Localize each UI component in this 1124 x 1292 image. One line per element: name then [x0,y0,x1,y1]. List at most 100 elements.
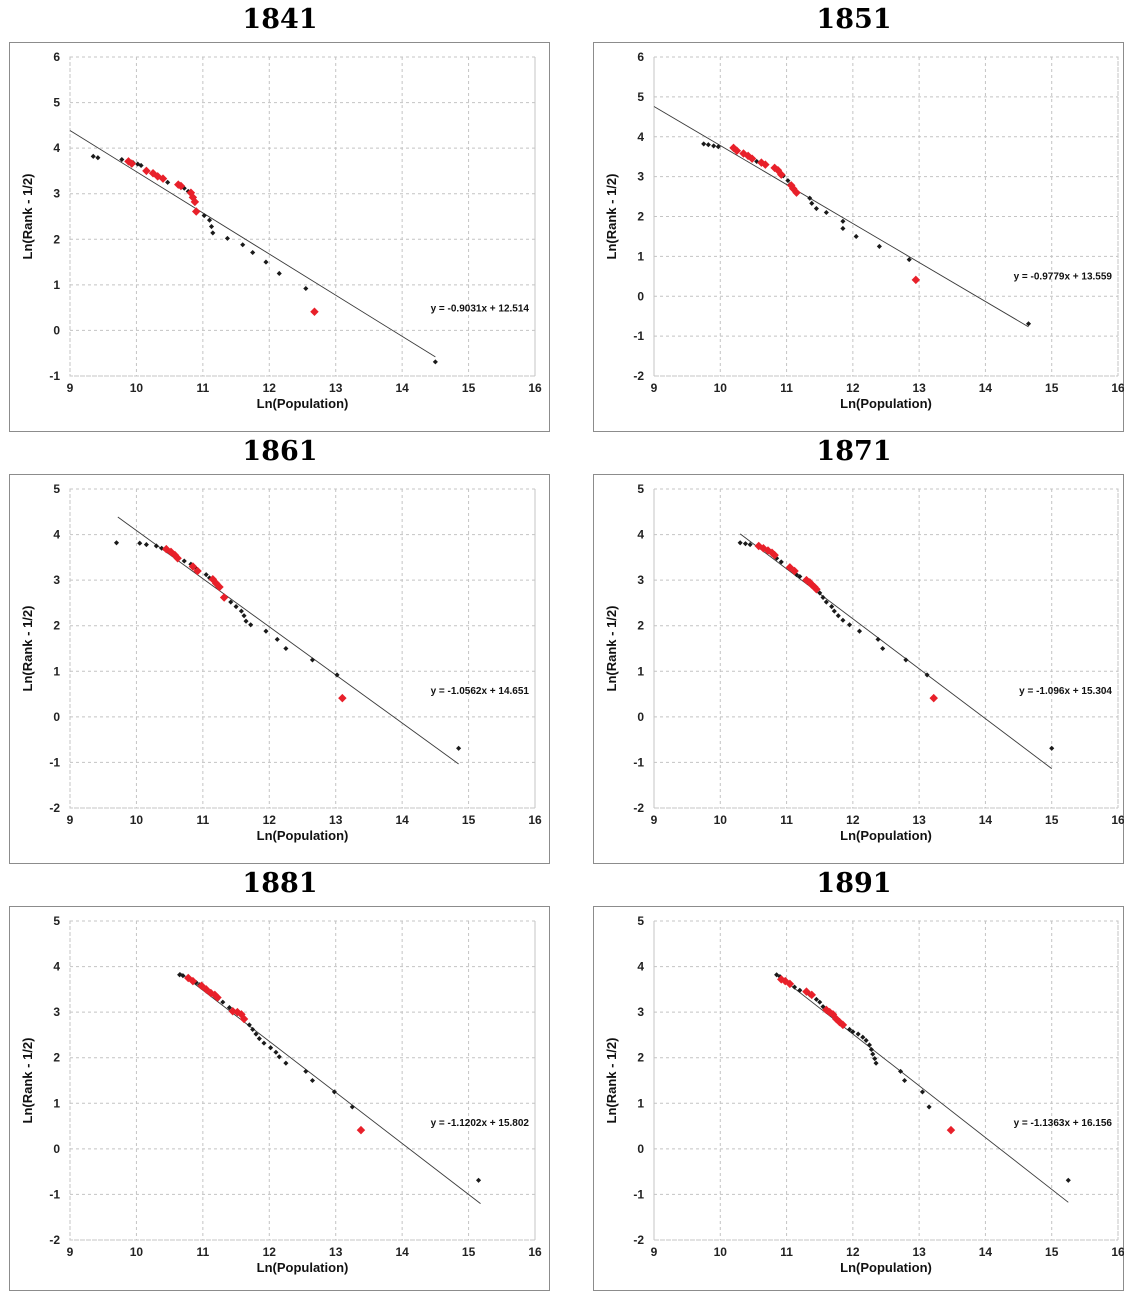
chart-title: 1841 [242,4,318,35]
chart-frame: 9 10 11 12 13 14 15 16 -2 -1 0 1 2 3 4 5 6 Ln(Population)… [593,42,1124,432]
data-point [256,1036,262,1042]
y-tick-label: 3 [53,573,60,587]
x-tick-label: 12 [846,813,860,827]
data-point [705,142,711,148]
data-point [850,1029,856,1035]
y-tick-label: 6 [53,50,60,64]
y-tick-label: 1 [637,1096,644,1110]
x-tick-label: 11 [197,381,210,395]
data-point [303,285,309,292]
y-tick-label: 4 [637,960,644,974]
x-axis-label: Ln(Population) [257,828,349,843]
data-point [233,604,239,610]
x-tick-label: 13 [912,813,926,827]
data-point [250,1026,256,1033]
y-tick-label: 3 [637,170,644,184]
x-tick-label: 15 [462,1245,476,1259]
y-tick-label: -1 [49,755,60,769]
data-point [875,636,881,642]
y-tick-label: 2 [53,1051,60,1065]
data-point [240,242,246,248]
data-point [868,1046,874,1053]
y-tick-label: -1 [49,1187,60,1201]
x-tick-label: 10 [130,813,144,827]
y-axis-label: Ln(Rank - 1/2) [604,174,619,260]
x-tick-label: 16 [1111,1245,1124,1259]
data-point [263,259,269,265]
y-tick-label: 5 [637,90,644,104]
y-tick-label: -2 [49,1233,60,1247]
data-point [95,155,101,161]
y-tick-label: 4 [53,141,60,155]
y-tick-label: 5 [53,914,60,928]
x-tick-label: 14 [395,381,409,395]
y-axis-label: Ln(Rank - 1/2) [20,1038,35,1124]
y-tick-label: 4 [637,130,644,144]
x-axis-label: Ln(Population) [840,396,932,411]
x-tick-label: 15 [462,813,476,827]
trendline-equation: y = -1.0562x + 14.651 [431,686,530,697]
y-tick-label: 5 [53,482,60,496]
data-point [201,213,207,219]
data-point [283,645,289,652]
data-point [823,599,829,605]
data-point [119,156,125,163]
data-point [873,1060,879,1066]
x-tick-label: 11 [780,381,793,395]
plot-area [69,56,536,377]
trendline-equation: y = -0.9779x + 13.559 [1014,272,1113,283]
y-tick-label: 0 [53,710,60,724]
y-tick-label: 4 [53,528,60,542]
y-tick-label: -2 [633,801,644,815]
trendline [739,533,1052,769]
data-point [906,257,912,263]
x-tick-label: 12 [263,381,277,395]
y-tick-label: 1 [53,1096,60,1110]
x-tick-label: 10 [714,1245,728,1259]
data-point [303,1068,309,1074]
data-point [253,1031,259,1037]
data-point-highlight [802,987,811,996]
y-axis-label: Ln(Rank - 1/2) [20,174,35,260]
y-axis-label: Ln(Rank - 1/2) [604,606,619,692]
y-tick-label: 2 [637,210,644,224]
y-axis-label: Ln(Rank - 1/2) [604,1038,619,1124]
data-point [241,613,247,619]
chart-1861: 9 10 11 12 13 14 15 16-2-1012345Ln(Population)L… [20,482,542,843]
x-tick-label: 16 [528,813,542,827]
x-tick-label: 14 [979,381,993,395]
chart-1871: 9 10 11 12 13 14 15 16-2-1012345Ln(Population)L… [604,482,1124,843]
data-point-highlight [946,1125,956,1135]
chart-panel-1841: 1841 9 10 11 12 13 14 15 16 -1 0 1 2 3 4 5 6 Ln(Populati… [0,0,560,432]
y-tick-label: 0 [637,710,644,724]
data-point [248,622,254,628]
x-tick-label: 9 [67,381,74,395]
trendline-equation: y = -1.096x + 15.304 [1019,686,1112,697]
y-tick-label: 4 [53,960,60,974]
chart-1841: 9 10 11 12 13 14 15 16-10123456Ln(Population)Ln… [20,50,542,411]
data-point [475,1177,482,1183]
data-point [791,984,798,990]
y-tick-label: 1 [637,664,644,678]
y-tick-label: 2 [637,619,644,633]
x-tick-label: 13 [329,1245,343,1259]
data-point-highlight [807,990,817,1000]
data-point [813,205,819,212]
data-point-highlight [191,207,201,216]
y-tick-label: 1 [53,664,60,678]
y-tick-label: -1 [633,1187,644,1201]
data-point [742,541,749,547]
data-point [926,1104,932,1110]
x-tick-label: 13 [329,813,343,827]
data-point [283,1060,289,1066]
data-point [138,162,144,169]
data-point-highlight [838,1020,848,1030]
data-point [309,1077,316,1084]
data-point-highlight [770,550,779,560]
trendline-equation: y = -1.1202x + 15.802 [431,1118,530,1129]
chart-1881: 9 10 11 12 13 14 15 16-2-1012345Ln(Population)L… [20,914,542,1275]
data-point [243,618,249,624]
data-point [820,594,826,601]
x-tick-label: 10 [714,813,728,827]
data-point [872,1056,878,1062]
